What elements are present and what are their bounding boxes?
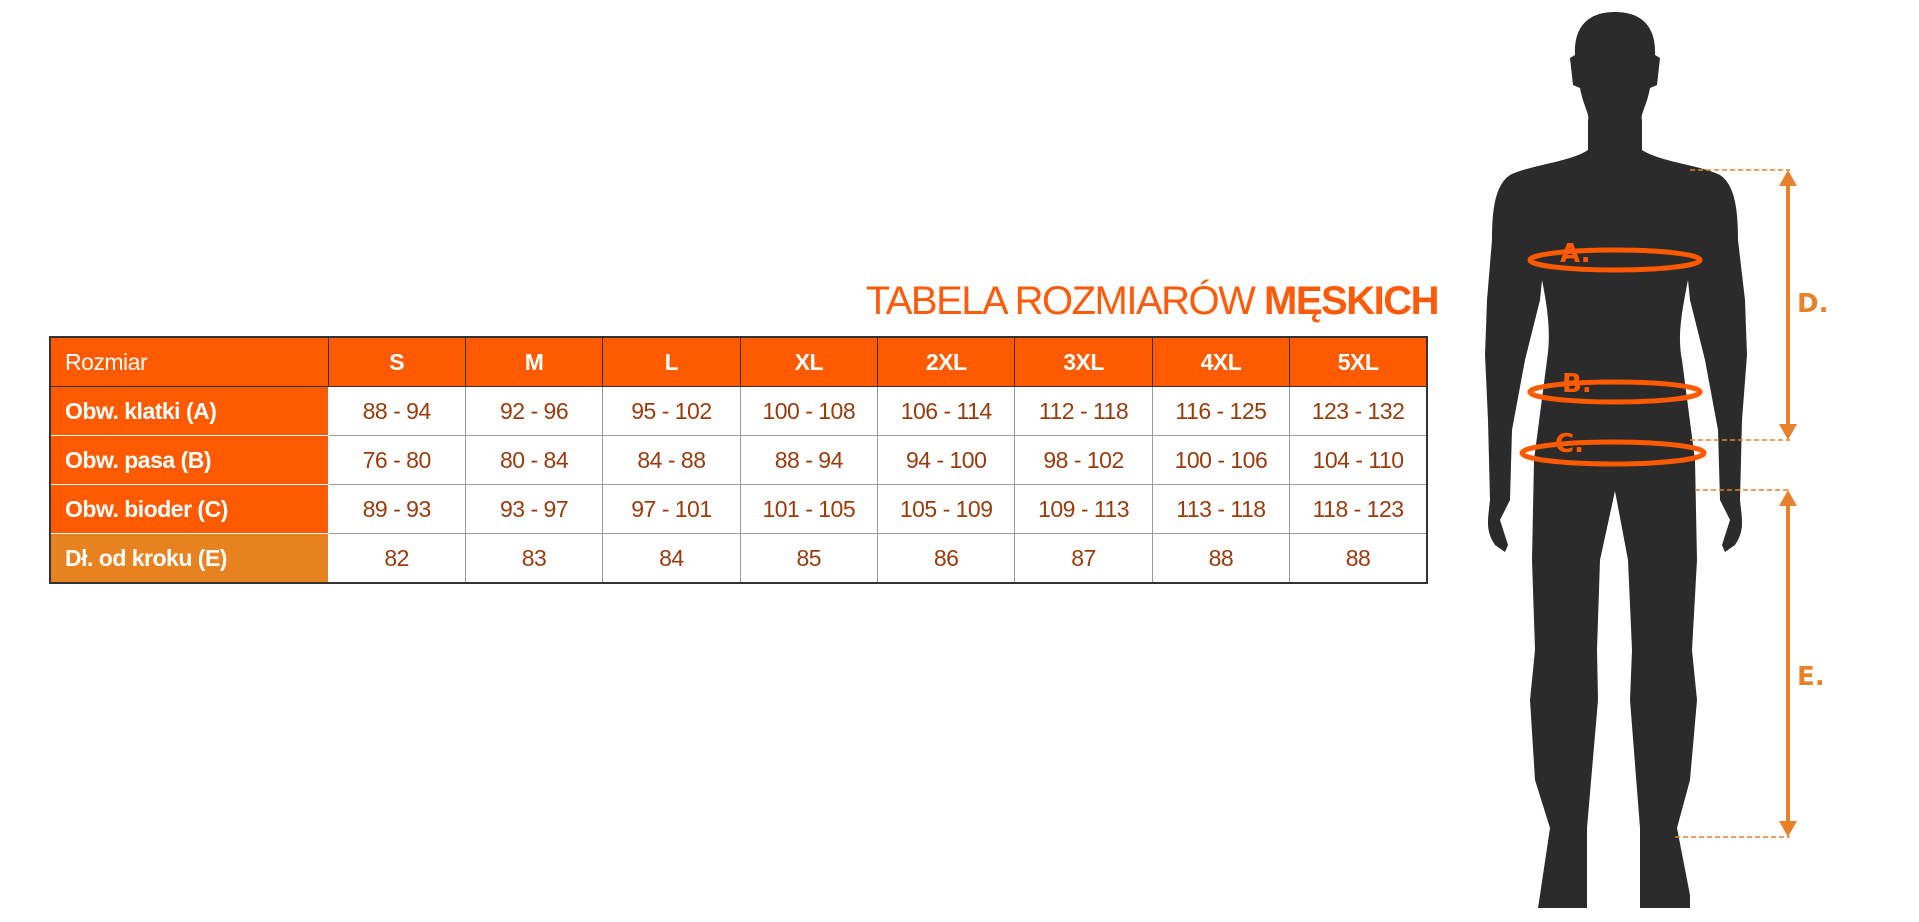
table-cell: 104 - 110 <box>1289 435 1428 485</box>
row-label: Obw. klatki (A) <box>49 386 329 436</box>
arrow-d <box>1779 170 1797 440</box>
table-cell: 101 - 105 <box>739 484 879 534</box>
table-cell: 109 - 113 <box>1014 484 1153 534</box>
table-cell: 116 - 125 <box>1151 386 1291 436</box>
table-cell: 83 <box>464 533 604 584</box>
table-cell: 88 <box>1151 533 1291 584</box>
title-bold: MĘSKICH <box>1264 279 1439 323</box>
waist-ring <box>1527 379 1703 405</box>
table-cell: 100 - 108 <box>739 386 879 436</box>
table-cell: 88 - 94 <box>327 386 466 436</box>
human-silhouette <box>1485 12 1747 908</box>
table-cell: 98 - 102 <box>1014 435 1153 485</box>
size-table: Rozmiar S M L XL 2XL 3XL 4XL 5XL Obw. kl… <box>49 336 1428 584</box>
hip-ring <box>1519 439 1707 467</box>
label-d: D. <box>1797 289 1828 319</box>
table-cell: 112 - 118 <box>1014 386 1153 436</box>
header-size: 3XL <box>1014 336 1153 387</box>
guide-lines <box>1675 169 1790 838</box>
table-cell: 100 - 106 <box>1151 435 1291 485</box>
page-title: TABELA ROZMIARÓW MĘSKICH <box>780 279 1440 324</box>
table-cell: 93 - 97 <box>464 484 604 534</box>
row-label: Dł. od kroku (E) <box>49 533 329 584</box>
table-row: Obw. klatki (A) 88 - 94 92 - 96 95 - 102 100… <box>49 386 1428 436</box>
table-cell: 84 - 88 <box>602 435 741 485</box>
table-header-row: Rozmiar S M L XL 2XL 3XL 4XL 5XL <box>49 336 1428 387</box>
label-a: A. <box>1560 239 1590 269</box>
table-cell: 94 - 100 <box>876 435 1016 485</box>
header-size: 4XL <box>1151 336 1291 387</box>
header-size: 5XL <box>1289 336 1428 387</box>
header-size: S <box>327 336 466 387</box>
row-label: Obw. bioder (C) <box>49 484 329 534</box>
table-row: Dł. od kroku (E) 82 83 84 85 86 87 88 88 <box>49 533 1428 584</box>
table-row: Obw. pasa (B) 76 - 80 80 - 84 84 - 88 88 - 9… <box>49 435 1428 485</box>
header-size: L <box>602 336 741 387</box>
table-cell: 82 <box>327 533 466 584</box>
chest-ring <box>1527 247 1703 273</box>
table-cell: 88 - 94 <box>739 435 879 485</box>
table-row: Obw. bioder (C) 89 - 93 93 - 97 97 - 101 101… <box>49 484 1428 534</box>
table-cell: 113 - 118 <box>1151 484 1291 534</box>
table-cell: 92 - 96 <box>464 386 604 436</box>
table-cell: 87 <box>1014 533 1153 584</box>
label-e: E. <box>1797 662 1825 692</box>
table-cell: 80 - 84 <box>464 435 604 485</box>
header-size: 2XL <box>876 336 1016 387</box>
table-cell: 85 <box>739 533 879 584</box>
table-cell: 76 - 80 <box>327 435 466 485</box>
table-cell: 88 <box>1289 533 1428 584</box>
table-cell: 84 <box>602 533 741 584</box>
table-cell: 118 - 123 <box>1289 484 1428 534</box>
table-cell: 105 - 109 <box>876 484 1016 534</box>
arrow-e <box>1779 490 1797 837</box>
header-size: XL <box>739 336 879 387</box>
label-b: B. <box>1562 369 1592 399</box>
table-cell: 95 - 102 <box>602 386 741 436</box>
row-label: Obw. pasa (B) <box>49 435 329 485</box>
table-cell: 86 <box>876 533 1016 584</box>
table-cell: 106 - 114 <box>876 386 1016 436</box>
title-normal: TABELA ROZMIARÓW <box>865 279 1256 323</box>
table-cell: 97 - 101 <box>602 484 741 534</box>
table-cell: 123 - 132 <box>1289 386 1428 436</box>
label-c: C. <box>1555 429 1584 459</box>
